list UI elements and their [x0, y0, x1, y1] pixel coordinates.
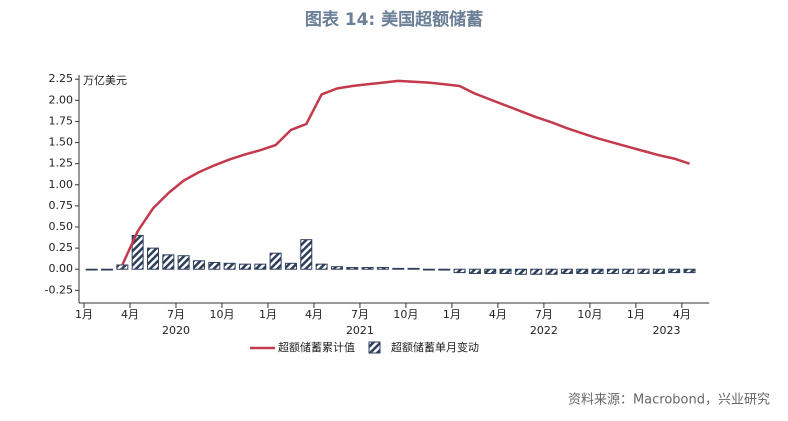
x-tick-label: 1月 — [259, 308, 277, 321]
legend-swatch — [368, 341, 381, 354]
bar — [530, 268, 543, 275]
bar — [668, 268, 681, 274]
x-tick-label: 4月 — [121, 308, 139, 321]
y-tick-label: -0.25 — [45, 283, 73, 296]
bar — [468, 268, 481, 274]
y-tick-label: 2.25 — [49, 72, 74, 85]
line — [121, 79, 690, 266]
y-tick-label: 2.00 — [49, 93, 74, 106]
source: 资料来源：Macrobond，兴业研究 — [568, 393, 770, 408]
x-tick-label: 7月 — [351, 308, 369, 321]
y-tick-label: 1.75 — [49, 114, 74, 127]
bar — [85, 268, 98, 271]
x-tick-label: 1月 — [443, 308, 461, 321]
x-tick-label: 10月 — [393, 308, 418, 321]
bar — [131, 234, 144, 270]
bar — [192, 260, 205, 270]
x-tick-label: 10月 — [209, 308, 234, 321]
bar — [545, 268, 558, 275]
x-tick-label: 4月 — [305, 308, 323, 321]
y-tick-label: 0.25 — [49, 241, 74, 254]
bar — [499, 268, 512, 274]
bar — [652, 268, 665, 274]
bar — [514, 268, 527, 275]
year-label: 2021 — [346, 324, 374, 337]
x-tick-label: 10月 — [577, 308, 602, 321]
bar — [300, 239, 313, 270]
bar — [330, 266, 343, 270]
bar — [162, 254, 175, 270]
x-tick-label: 4月 — [489, 308, 507, 321]
x-tick-label: 7月 — [535, 308, 553, 321]
bar — [484, 268, 497, 274]
bar — [116, 264, 129, 270]
bar — [208, 261, 221, 270]
bar — [376, 267, 389, 270]
x-tick-label: 1月 — [75, 308, 93, 321]
bar — [591, 268, 604, 274]
year-label: 2023 — [653, 324, 681, 337]
y-tick-label: 1.50 — [49, 136, 74, 149]
bar — [560, 268, 573, 274]
chart-title: 图表 14: 美国超额储蓄 — [305, 9, 483, 30]
y-tick-label: 1.00 — [49, 178, 74, 191]
legend-label: 超额储蓄单月变动 — [391, 340, 479, 354]
year-label: 2020 — [162, 324, 190, 337]
year-label: 2022 — [530, 324, 558, 337]
bar — [100, 268, 113, 271]
legend-label: 超额储蓄累计值 — [278, 340, 355, 354]
bar — [269, 252, 282, 270]
y-tick-label: 0.00 — [49, 262, 74, 275]
bar — [361, 267, 374, 270]
bar — [177, 255, 190, 270]
y-tick-label: 0.75 — [49, 199, 74, 212]
x-tick-label: 7月 — [167, 308, 185, 321]
bar — [606, 268, 619, 274]
bar — [223, 262, 236, 270]
y-tick-label: 0.50 — [49, 220, 74, 233]
bar — [576, 268, 589, 274]
bar — [438, 268, 451, 271]
bar — [453, 268, 466, 274]
bar — [146, 247, 159, 270]
y-axis-label: 万亿美元 — [83, 74, 127, 87]
bar — [238, 263, 251, 270]
bar — [637, 268, 650, 274]
y-tick-label: 1.25 — [49, 157, 74, 170]
bar — [683, 268, 696, 274]
x-tick-label: 1月 — [627, 308, 645, 321]
bar — [254, 263, 267, 270]
x-tick-label: 4月 — [673, 308, 691, 321]
bar — [392, 267, 405, 270]
bar — [422, 268, 435, 271]
bar — [346, 267, 359, 270]
bar — [407, 267, 420, 270]
bar — [622, 268, 635, 274]
bar — [315, 263, 328, 270]
bar — [284, 262, 297, 270]
